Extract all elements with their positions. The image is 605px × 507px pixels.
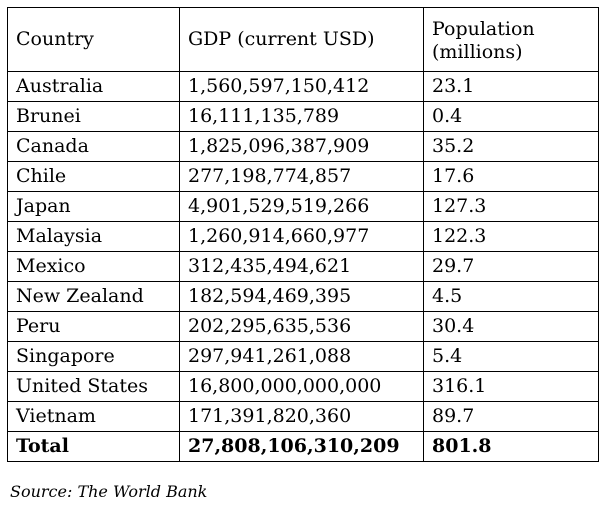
table-row: Peru 202,295,635,536 30.4 (7, 311, 599, 342)
cell-gdp: 277,198,774,857 (179, 161, 424, 192)
cell-country: Malaysia (7, 221, 180, 252)
cell-population: 30.4 (423, 311, 599, 342)
table-row: Japan 4,901,529,519,266 127.3 (7, 191, 599, 222)
cell-population: 316.1 (423, 371, 599, 402)
gdp-population-table: Country GDP (current USD) Population (mi… (7, 7, 599, 462)
total-population: 801.8 (423, 431, 599, 462)
cell-gdp: 16,800,000,000,000 (179, 371, 424, 402)
cell-country: Brunei (7, 101, 180, 132)
cell-population: 35.2 (423, 131, 599, 162)
cell-population: 89.7 (423, 401, 599, 432)
table-body: Australia 1,560,597,150,412 23.1 Brunei 16,1… (7, 71, 599, 432)
cell-country: United States (7, 371, 180, 402)
header-gdp: GDP (current USD) (179, 7, 424, 72)
table-row: Singapore 297,941,261,088 5.4 (7, 341, 599, 372)
header-row: Country GDP (current USD) Population (mi… (7, 7, 599, 72)
table-row: Malaysia 1,260,914,660,977 122.3 (7, 221, 599, 252)
header-population: Population (millions) (423, 7, 599, 72)
total-label: Total (7, 431, 180, 462)
cell-gdp: 297,941,261,088 (179, 341, 424, 372)
source-note: Source: The World Bank (10, 482, 208, 501)
cell-country: New Zealand (7, 281, 180, 312)
header-country: Country (7, 7, 180, 72)
total-gdp: 27,808,106,310,209 (179, 431, 424, 462)
table-row: Vietnam 171,391,820,360 89.7 (7, 401, 599, 432)
cell-population: 122.3 (423, 221, 599, 252)
table-row: Brunei 16,111,135,789 0.4 (7, 101, 599, 132)
cell-gdp: 202,295,635,536 (179, 311, 424, 342)
table-row: United States 16,800,000,000,000 316.1 (7, 371, 599, 402)
cell-country: Australia (7, 71, 180, 102)
cell-population: 4.5 (423, 281, 599, 312)
cell-country: Japan (7, 191, 180, 222)
table-row: Canada 1,825,096,387,909 35.2 (7, 131, 599, 162)
total-row: Total 27,808,106,310,209 801.8 (7, 431, 599, 462)
cell-gdp: 1,260,914,660,977 (179, 221, 424, 252)
table-row: New Zealand 182,594,469,395 4.5 (7, 281, 599, 312)
cell-population: 23.1 (423, 71, 599, 102)
table-footer: Total 27,808,106,310,209 801.8 (7, 431, 599, 462)
cell-gdp: 312,435,494,621 (179, 251, 424, 282)
cell-population: 0.4 (423, 101, 599, 132)
cell-gdp: 182,594,469,395 (179, 281, 424, 312)
cell-country: Peru (7, 311, 180, 342)
gdp-table-container: Country GDP (current USD) Population (mi… (7, 7, 599, 462)
cell-country: Canada (7, 131, 180, 162)
table-row: Chile 277,198,774,857 17.6 (7, 161, 599, 192)
cell-country: Singapore (7, 341, 180, 372)
cell-population: 29.7 (423, 251, 599, 282)
table-header: Country GDP (current USD) Population (mi… (7, 7, 599, 72)
table-row: Australia 1,560,597,150,412 23.1 (7, 71, 599, 102)
cell-country: Mexico (7, 251, 180, 282)
cell-population: 127.3 (423, 191, 599, 222)
cell-country: Vietnam (7, 401, 180, 432)
cell-gdp: 171,391,820,360 (179, 401, 424, 432)
cell-gdp: 16,111,135,789 (179, 101, 424, 132)
cell-gdp: 1,560,597,150,412 (179, 71, 424, 102)
cell-country: Chile (7, 161, 180, 192)
cell-population: 17.6 (423, 161, 599, 192)
table-row: Mexico 312,435,494,621 29.7 (7, 251, 599, 282)
cell-population: 5.4 (423, 341, 599, 372)
cell-gdp: 4,901,529,519,266 (179, 191, 424, 222)
cell-gdp: 1,825,096,387,909 (179, 131, 424, 162)
